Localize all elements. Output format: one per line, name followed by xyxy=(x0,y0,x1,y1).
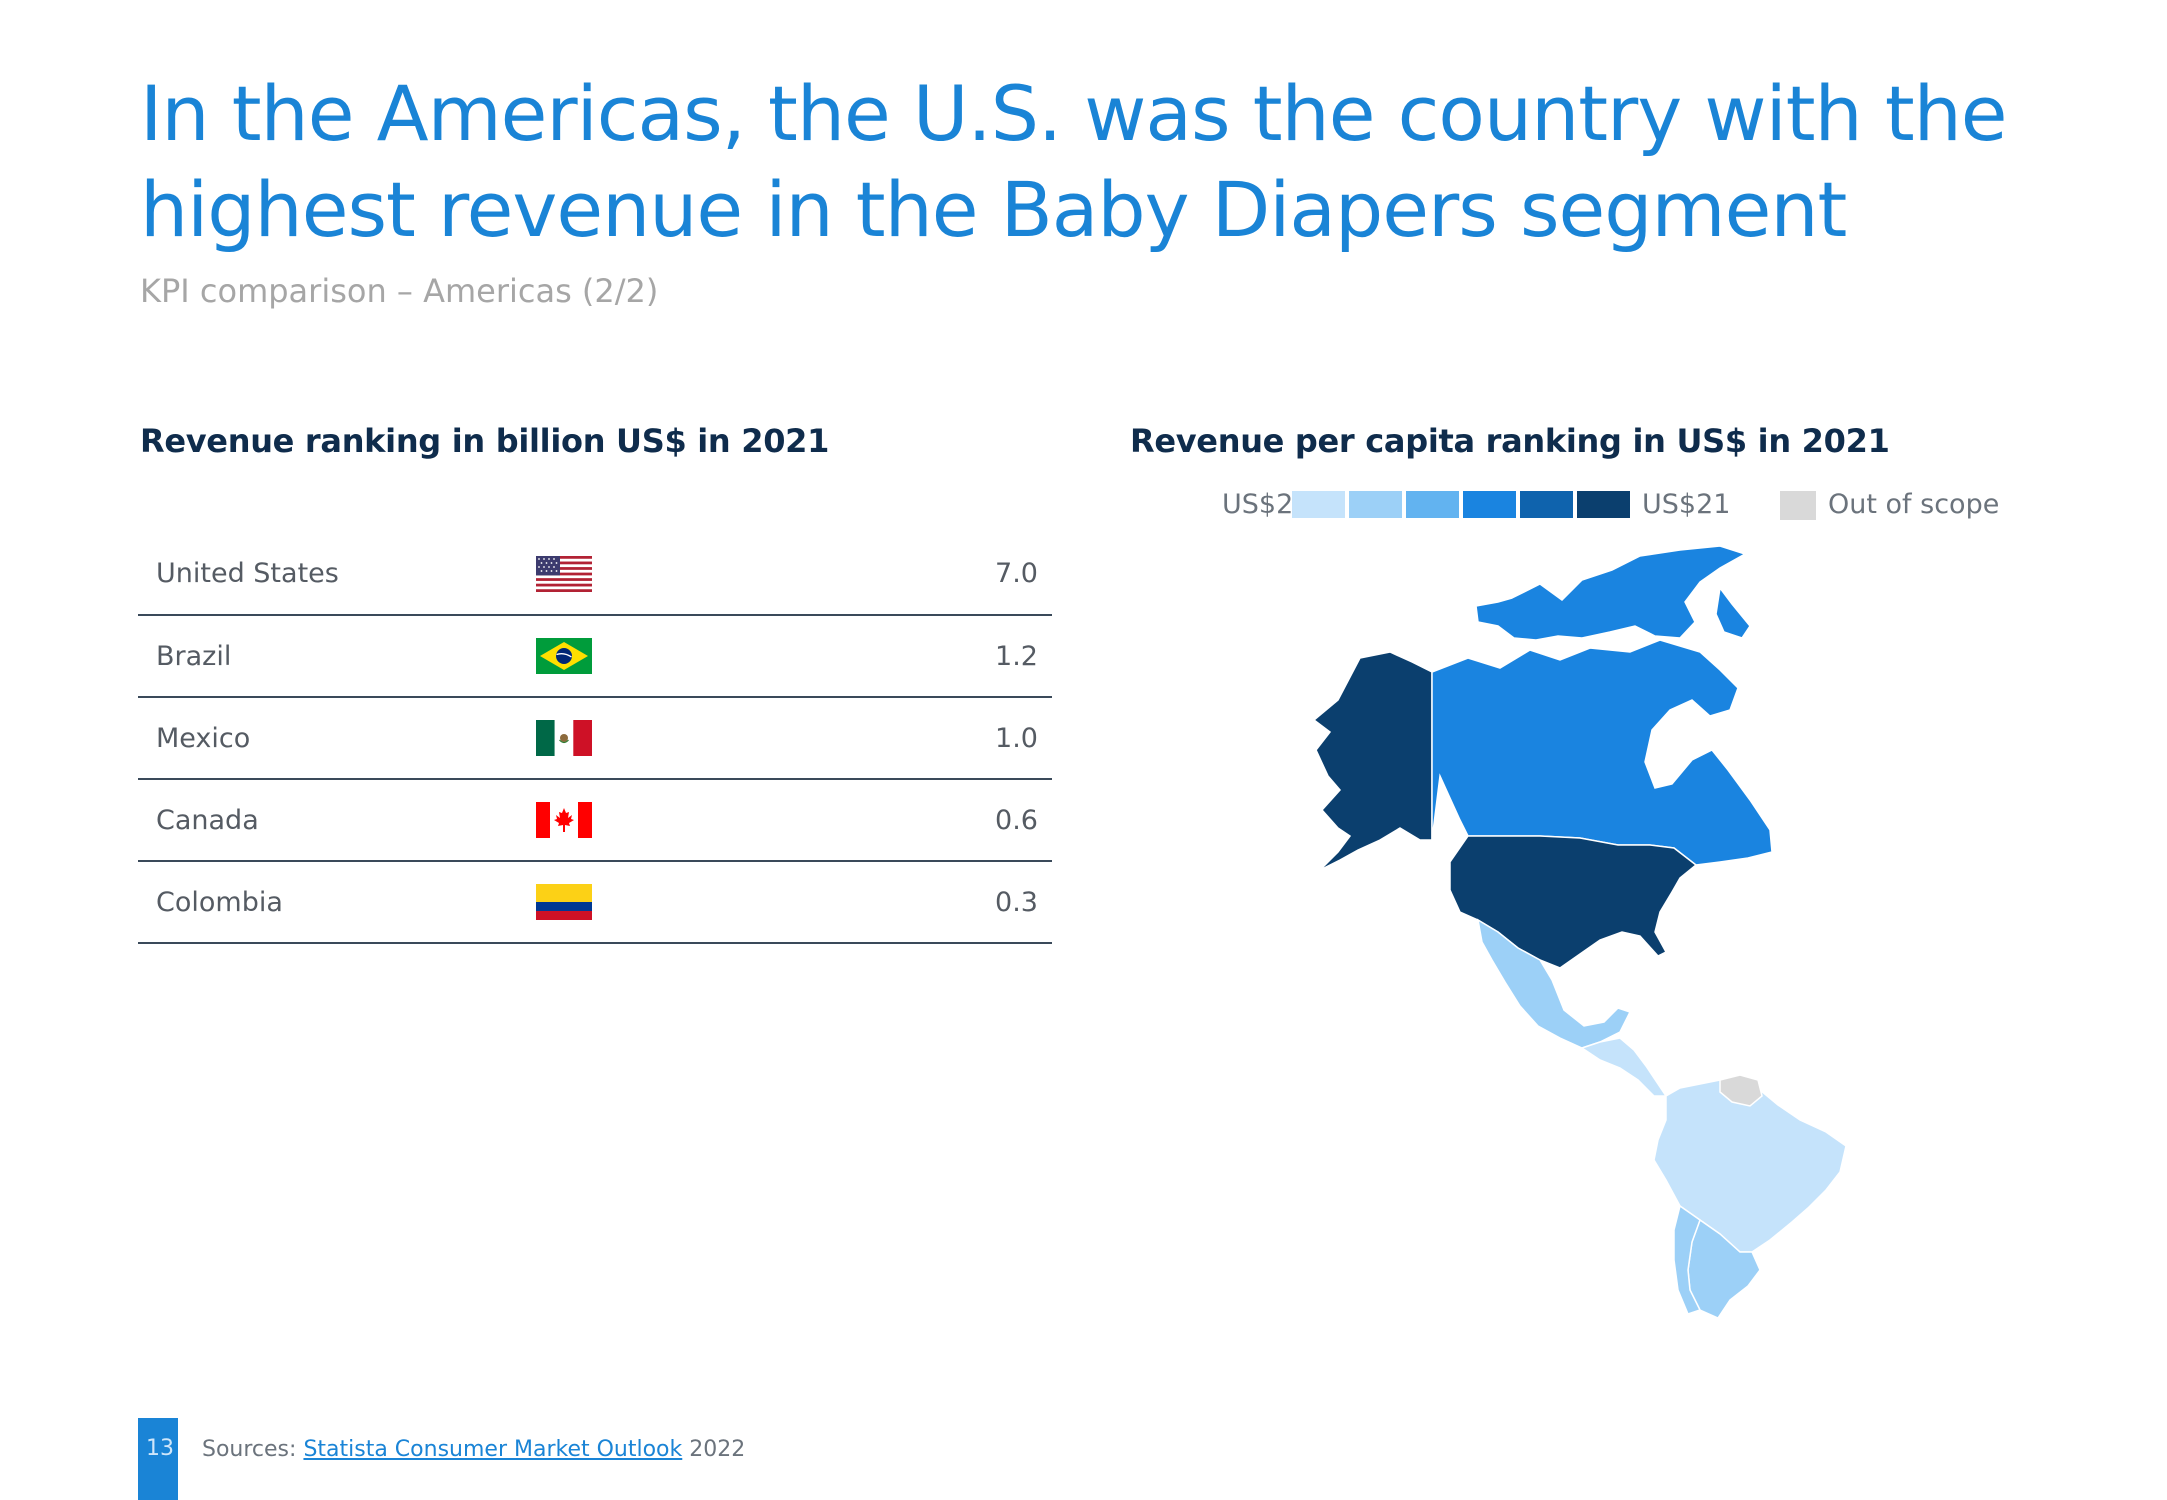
table-row: Brazil 1.2 xyxy=(138,615,1052,697)
revenue-value: 1.2 xyxy=(995,640,1038,672)
map-region-mexico xyxy=(1476,918,1632,1049)
colombia-flag-icon xyxy=(536,884,592,920)
map-region-central-america xyxy=(1580,1037,1668,1097)
table-row: United States xyxy=(138,533,1052,615)
revenue-value: 1.0 xyxy=(995,722,1038,754)
canada-flag-icon xyxy=(536,802,592,838)
table-row: Mexico 1.0 xyxy=(138,697,1052,779)
legend-swatch xyxy=(1577,491,1630,518)
revenue-value: 0.3 xyxy=(995,886,1038,918)
legend-swatch xyxy=(1349,491,1402,518)
legend-swatches xyxy=(1292,491,1630,518)
sources-link[interactable]: Statista Consumer Market Outlook xyxy=(303,1437,683,1462)
brazil-flag-icon xyxy=(536,638,592,674)
sources-note: Sources: Statista Consumer Market Outloo… xyxy=(202,1437,745,1462)
map-region-arctic-islands xyxy=(1715,586,1751,639)
country-name: Canada xyxy=(156,804,259,836)
legend-swatch xyxy=(1292,491,1345,518)
country-name: Colombia xyxy=(156,886,283,918)
map-region-canada xyxy=(1431,639,1773,866)
page-title: In the Americas, the U.S. was the countr… xyxy=(140,66,2090,258)
page-subtitle: KPI comparison – Americas (2/2) xyxy=(140,272,659,310)
table-row: Canada 0.6 xyxy=(138,779,1052,861)
legend-out-of-scope-label: Out of scope xyxy=(1828,489,2000,520)
map-region-alaska xyxy=(1312,651,1433,871)
us-flag-icon xyxy=(536,555,592,592)
map-region-venezuela xyxy=(1719,1074,1763,1107)
legend-out-of-scope-swatch xyxy=(1780,491,1816,520)
sources-label: Sources: xyxy=(202,1437,297,1462)
legend-swatch xyxy=(1406,491,1459,518)
revenue-ranking-heading: Revenue ranking in billion US$ in 2021 xyxy=(140,422,830,460)
map-region-arctic-islands xyxy=(1475,545,1747,641)
sources-year: 2022 xyxy=(689,1437,746,1462)
mexico-flag-icon xyxy=(536,720,592,756)
revenue-ranking-table: United States xyxy=(138,533,1052,944)
legend-max-label: US$21 xyxy=(1642,489,1731,520)
revenue-value: 0.6 xyxy=(995,804,1038,836)
revenue-value: 7.0 xyxy=(995,558,1038,589)
legend-min-label: US$2 xyxy=(1222,489,1294,520)
page-number: 13 xyxy=(146,1436,174,1461)
country-name: United States xyxy=(156,558,339,589)
revenue-per-capita-heading: Revenue per capita ranking in US$ in 202… xyxy=(1130,422,1890,460)
country-name: Mexico xyxy=(156,722,251,754)
page-title-line-1: In the Americas, the U.S. was the countr… xyxy=(140,69,2008,158)
legend-swatch xyxy=(1463,491,1516,518)
table-row: Colombia 0.3 xyxy=(138,861,1052,943)
page-title-line-2: highest revenue in the Baby Diapers segm… xyxy=(140,165,1847,254)
legend-swatch xyxy=(1520,491,1573,518)
page-number-bar xyxy=(138,1418,178,1500)
americas-choropleth-map xyxy=(1312,545,1847,1319)
country-name: Brazil xyxy=(156,640,232,672)
map-region-chile xyxy=(1673,1204,1702,1315)
